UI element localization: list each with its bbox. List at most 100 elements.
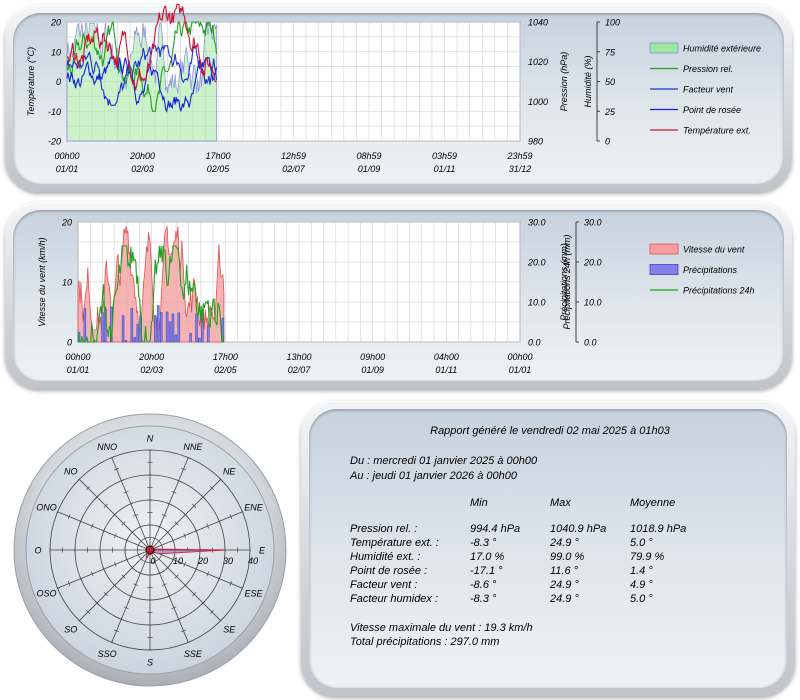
report-cell-mean: 5.0 °	[630, 537, 653, 549]
x-tick-date: 01/11	[435, 365, 457, 375]
rose-tick	[152, 560, 158, 563]
y2-tick-label: 980	[528, 137, 543, 147]
x-tick-label: 17h00	[213, 352, 238, 362]
rose-tick	[229, 581, 233, 586]
header-min: Min	[470, 497, 488, 509]
rose-tick	[118, 618, 124, 621]
rose-tick	[67, 581, 71, 586]
y2-tick-label: 1000	[528, 97, 548, 107]
rain-bar	[136, 323, 139, 343]
rose-tick	[109, 641, 115, 644]
x-tick-label: 17h00	[205, 151, 230, 161]
rose-tick	[121, 574, 126, 579]
rose-tick	[56, 509, 59, 515]
report-cell-min: -8.6 °	[470, 579, 497, 591]
chart-legend: Vitesse du vent Précipitations Précipitati…	[649, 243, 755, 296]
rain-bar	[130, 308, 134, 343]
rose-tick	[112, 512, 117, 517]
y-tick-label: -20	[48, 137, 61, 147]
x-tick-date: 01/01	[56, 164, 79, 174]
rose-tick	[176, 479, 182, 482]
y3-axis-title: Précipitations 24h (mm)	[562, 234, 572, 329]
rose-tick	[128, 502, 134, 506]
rose-tick	[103, 592, 108, 597]
rose-tick	[183, 583, 188, 588]
rose-tick	[112, 583, 117, 588]
x-tick-label: 00h00	[65, 352, 90, 362]
report-cell-mean: 79.9 %	[630, 551, 665, 563]
rose-tick	[123, 490, 129, 494]
y3-tick-label: 10.0	[584, 298, 602, 308]
rose-tick	[67, 514, 71, 519]
rose-tick	[77, 477, 82, 482]
y3-tick-label: 30.0	[584, 218, 602, 228]
rose-tick	[192, 592, 197, 597]
rose-tick	[103, 503, 108, 508]
series-line-rain24	[77, 245, 225, 344]
rose-tick	[102, 528, 106, 534]
rose-tick	[209, 609, 214, 614]
report-cell-min: -8.3 °	[470, 593, 497, 605]
chart-axes: 20100-10-201040102010009801007550250Temp…	[26, 18, 620, 175]
series-line	[66, 56, 218, 113]
y-tick-label: 20	[61, 218, 72, 228]
y2-axis-title: Pression (hPa)	[559, 52, 569, 112]
y3-tick-label: 0	[605, 137, 610, 147]
legend-label: Précipitations 24h	[683, 286, 755, 296]
rose-tick	[181, 629, 186, 633]
y-axis-title: Température (°C)	[26, 47, 36, 116]
rose-direction-label: OSO	[37, 588, 57, 598]
report-cell-min: -8.3 °	[470, 537, 497, 549]
rose-tick	[157, 571, 163, 575]
panel-report	[301, 401, 795, 696]
legend-swatch	[649, 42, 679, 54]
rose-tick	[77, 618, 82, 623]
report-total-rain: Total précipitations : 297.0 mm	[350, 636, 500, 648]
x-tick-date: 01/09	[358, 164, 381, 174]
legend-swatch	[649, 264, 679, 275]
x-tick-date: 02/03	[131, 164, 154, 174]
rose-tick	[166, 502, 172, 506]
report-cell-label: Point de rosée :	[350, 565, 428, 577]
rose-tick	[194, 566, 198, 572]
header-max: Max	[550, 497, 571, 509]
x-tick-date: 01/11	[434, 164, 456, 174]
rose-tick	[206, 571, 210, 577]
rose-tick	[161, 583, 167, 586]
rose-tick	[114, 561, 117, 567]
rain-bar	[189, 333, 192, 343]
rose-tick	[137, 525, 143, 529]
y3-tick-label: 75	[605, 47, 616, 57]
report-cell-label: Pression rel. :	[350, 523, 418, 535]
report-cell-max: 24.9 °	[550, 537, 579, 549]
rose-tick	[206, 523, 210, 529]
rose-tick	[218, 477, 223, 482]
y2-tick-label: 10.0	[528, 298, 546, 308]
rose-tick	[218, 576, 221, 582]
rose-labels: N NNE NE ENE E ESE SE SSE S SSO SO OSO O ONO NO NNO 0 10 2…	[34, 434, 266, 668]
report-cell-max: 24.9 °	[550, 579, 579, 591]
rose-tick	[157, 525, 163, 529]
rose-direction-label: S	[147, 658, 153, 668]
rain-bar	[121, 315, 125, 343]
report-cell-max: 99.0 %	[550, 551, 585, 563]
x-tick-date: 02/05	[207, 164, 231, 174]
rose-tick	[241, 509, 244, 515]
rose-tick	[229, 514, 233, 519]
rose-tick	[171, 606, 177, 610]
y-tick-label: 0	[56, 77, 61, 87]
rose-tick	[56, 585, 59, 591]
y-axis-title: Vitesse du vent (km/h)	[37, 237, 47, 326]
x-tick-date: 02/05	[214, 365, 238, 375]
rose-tick	[133, 514, 139, 517]
rain-bar	[168, 321, 172, 343]
rose-tick	[171, 537, 175, 543]
rose-tick	[142, 537, 148, 540]
rose-tick	[201, 494, 206, 499]
report-cell-max: 24.9 °	[550, 593, 579, 605]
y3-axis-title: Humidité (%)	[583, 55, 593, 107]
rose-tick	[79, 518, 82, 524]
rose-radial-label: 10	[173, 556, 183, 566]
rose-tick	[139, 539, 144, 544]
legend-label: Humidité extérieure	[683, 44, 761, 54]
